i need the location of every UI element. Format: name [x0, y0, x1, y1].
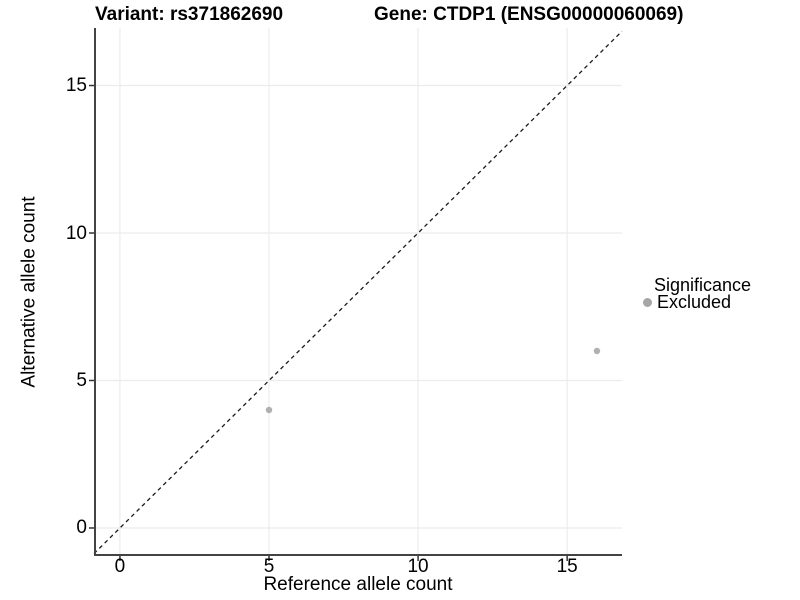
identity-line — [93, 30, 623, 555]
legend-item-label: Excluded — [657, 292, 732, 312]
plot-title-gene: Gene: CTDP1 (ENSG00000060069) — [374, 4, 684, 25]
plot-title-variant: Variant: rs371862690 — [95, 4, 284, 25]
data-point — [593, 347, 601, 355]
y-tick-label: 10 — [65, 222, 87, 244]
legend-point-icon — [642, 297, 652, 307]
plot-canvas — [89, 28, 623, 561]
y-tick-label: 15 — [65, 75, 87, 97]
x-axis-title: Reference allele count — [263, 574, 453, 595]
data-point — [265, 406, 273, 414]
legend-item: Excluded — [638, 293, 731, 311]
x-tick-label: 10 — [407, 556, 429, 577]
y-tick-label: 0 — [76, 517, 87, 539]
legend: Excluded — [638, 293, 731, 311]
x-tick-label: 0 — [114, 556, 126, 577]
legend-title: Significance — [654, 275, 752, 295]
y-tick-label: 5 — [76, 369, 87, 391]
legend-key — [638, 293, 656, 311]
x-tick-label: 5 — [263, 556, 275, 577]
plot-panel — [89, 28, 623, 561]
x-tick-label: 15 — [556, 556, 578, 577]
y-axis-title: Alternative allele count — [18, 196, 40, 388]
